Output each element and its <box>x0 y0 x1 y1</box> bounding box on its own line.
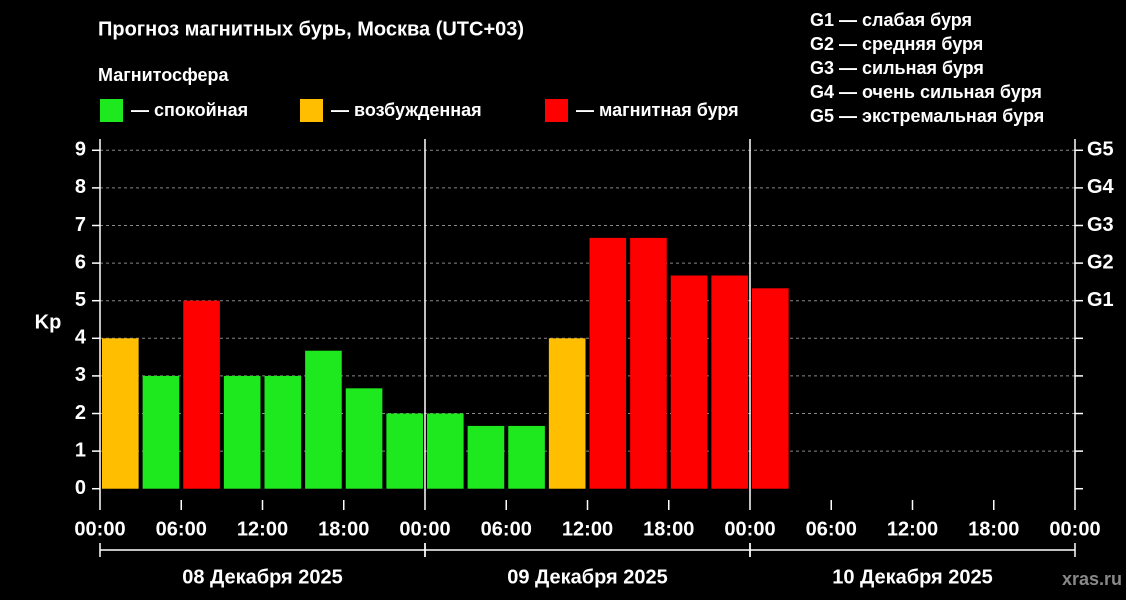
x-tick-label: 18:00 <box>968 518 1019 540</box>
y-axis-label: Kp <box>35 311 62 333</box>
y-tick-label: 9 <box>75 139 86 161</box>
y-tick-label: 7 <box>75 214 86 236</box>
y-tick-label: 8 <box>75 176 86 198</box>
x-tick-label: 18:00 <box>318 518 369 540</box>
legend-label: — спокойная <box>131 100 248 120</box>
legend-title: Магнитосфера <box>98 65 230 85</box>
bar <box>467 425 505 489</box>
x-tick-label: 18:00 <box>643 518 694 540</box>
y2-tick-label: G2 <box>1087 251 1114 273</box>
legend-swatch <box>545 99 568 122</box>
g-scale-entry: G4 — очень сильная буря <box>810 82 1042 102</box>
bar <box>223 375 261 489</box>
x-tick-label: 06:00 <box>156 518 207 540</box>
x-tick-label: 00:00 <box>724 518 775 540</box>
x-tick-label: 06:00 <box>481 518 532 540</box>
legend-label: — возбужденная <box>331 100 482 120</box>
day-label: 10 Декабря 2025 <box>832 566 993 588</box>
bar <box>630 237 667 489</box>
bar <box>345 388 383 489</box>
g-scale-entry: G5 — экстремальная буря <box>810 106 1044 126</box>
y2-tick-label: G3 <box>1087 214 1114 236</box>
bar <box>548 338 586 489</box>
g-scale-entry: G2 — средняя буря <box>810 34 983 54</box>
legend-swatch <box>100 99 123 122</box>
y2-tick-label: G5 <box>1087 139 1114 161</box>
bar <box>670 275 708 489</box>
day-label: 08 Декабря 2025 <box>182 566 343 588</box>
y-tick-label: 5 <box>75 289 86 311</box>
g-scale-entry: G1 — слабая буря <box>810 10 972 30</box>
bar <box>305 350 342 489</box>
bar <box>183 300 220 489</box>
bar <box>386 413 423 489</box>
x-tick-label: 12:00 <box>237 518 288 540</box>
y-tick-label: 1 <box>75 439 86 461</box>
bar <box>508 425 545 489</box>
x-tick-label: 00:00 <box>399 518 450 540</box>
bar <box>711 275 748 489</box>
legend-swatch <box>300 99 323 122</box>
y-tick-label: 6 <box>75 251 86 273</box>
watermark: xras.ru <box>1062 569 1122 589</box>
y-tick-label: 0 <box>75 477 86 499</box>
x-tick-label: 00:00 <box>74 518 125 540</box>
y-tick-label: 4 <box>75 327 87 349</box>
bar <box>752 288 789 489</box>
bar <box>102 338 139 489</box>
legend-label: — магнитная буря <box>576 100 739 120</box>
bar <box>264 375 302 489</box>
bar <box>589 237 627 489</box>
g-scale-entry: G3 — сильная буря <box>810 58 984 78</box>
day-label: 09 Декабря 2025 <box>507 566 668 588</box>
bar <box>427 413 464 489</box>
bar <box>142 375 180 489</box>
x-tick-label: 12:00 <box>887 518 938 540</box>
x-tick-label: 00:00 <box>1049 518 1100 540</box>
y2-tick-label: G1 <box>1087 289 1114 311</box>
chart-title: Прогноз магнитных бурь, Москва (UTC+03) <box>98 18 524 40</box>
y-tick-label: 2 <box>75 402 86 424</box>
y2-tick-label: G4 <box>1087 176 1115 198</box>
x-tick-label: 12:00 <box>562 518 613 540</box>
y-tick-label: 3 <box>75 364 86 386</box>
x-tick-label: 06:00 <box>806 518 857 540</box>
